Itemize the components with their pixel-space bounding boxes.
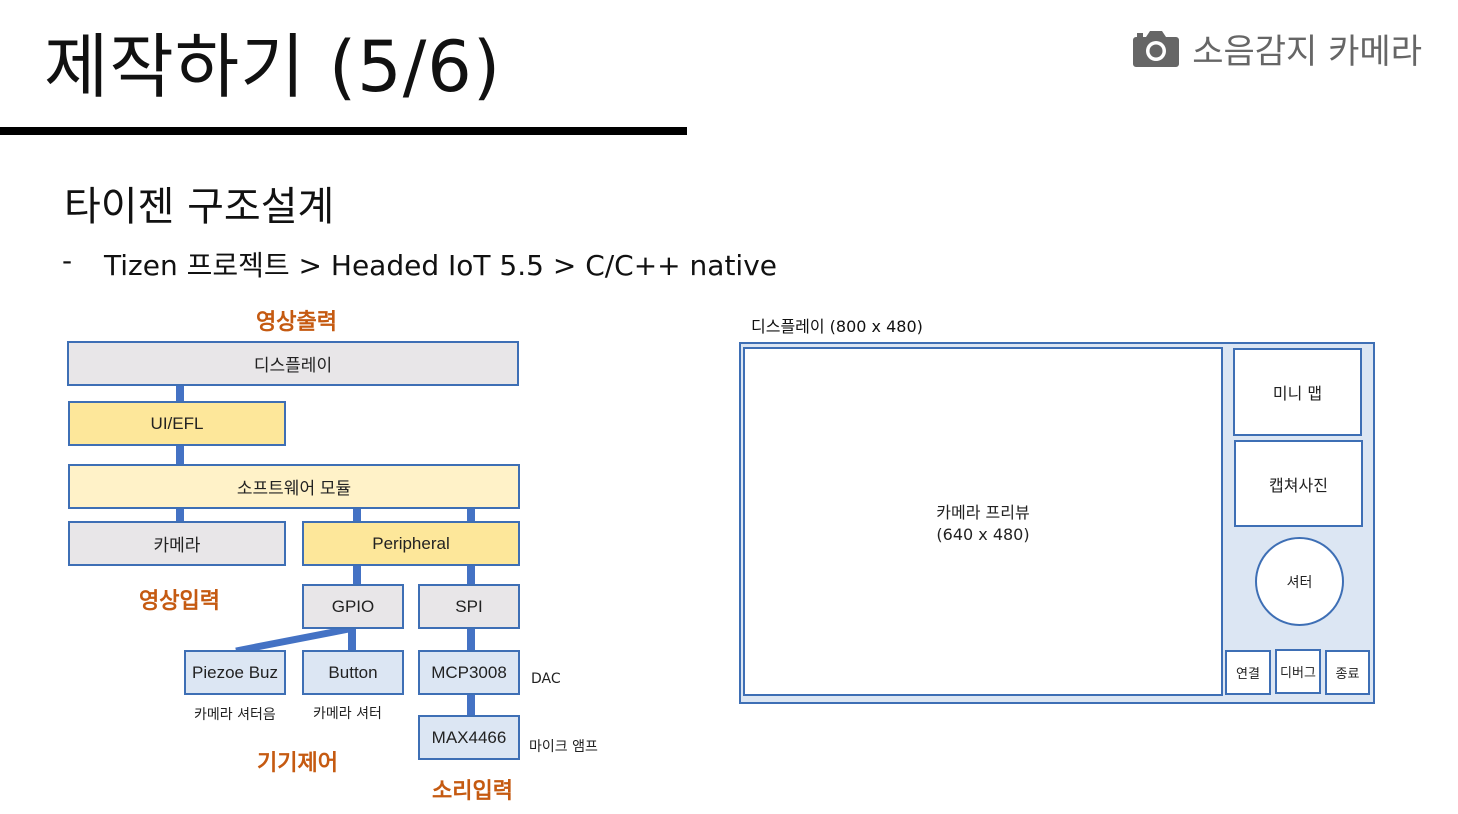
connector-display-ui xyxy=(176,385,184,403)
connector-mcp-max xyxy=(467,693,475,717)
mcp3008-box: MCP3008 xyxy=(418,650,520,695)
connector-software-peripheral-right xyxy=(467,508,475,523)
connect-button[interactable]: 연결 xyxy=(1225,650,1271,695)
preview-label: 카메라 프리뷰 xyxy=(936,503,1030,522)
page-title: 제작하기 (5/6) xyxy=(44,26,502,108)
preview-size: (640 x 480) xyxy=(936,525,1030,544)
max4466-box: MAX4466 xyxy=(418,715,520,760)
brand-label: 소음감지 카메라 xyxy=(1192,31,1422,72)
connector-gpio-button xyxy=(348,628,356,652)
button-caption: 카메라 셔터 xyxy=(313,706,382,722)
piezo-box: Piezoe Buz xyxy=(184,650,286,695)
connector-software-peripheral-left xyxy=(353,508,361,523)
debug-button[interactable]: 디버그 xyxy=(1275,649,1321,694)
connector-peripheral-gpio xyxy=(353,565,361,586)
spi-box: SPI xyxy=(418,584,520,629)
label-device-control: 기기제어 xyxy=(257,751,338,776)
peripheral-box: Peripheral xyxy=(302,521,520,566)
label-sound-in: 소리입력 xyxy=(432,779,513,804)
connector-software-camera xyxy=(176,508,184,523)
brand: 소음감지 카메라 xyxy=(1132,24,1422,72)
display-box: 디스플레이 xyxy=(67,341,519,386)
gpio-box: GPIO xyxy=(302,584,404,629)
connector-ui-software xyxy=(176,445,184,466)
section-title: 타이젠 구조설계 xyxy=(64,184,335,230)
connector-peripheral-spi xyxy=(467,565,475,586)
button-box: Button xyxy=(302,650,404,695)
connector-spi-mcp xyxy=(467,628,475,652)
label-video-out: 영상출력 xyxy=(256,310,337,335)
mic-caption: 마이크 앰프 xyxy=(529,739,598,755)
connector-gpio-piezo xyxy=(235,624,355,655)
ui-efl-box: UI/EFL xyxy=(68,401,286,446)
bullet-dash: - xyxy=(62,244,73,277)
mini-map: 미니 맵 xyxy=(1233,348,1362,436)
display-layout-title: 디스플레이 (800 x 480) xyxy=(751,317,923,336)
camera-preview: 카메라 프리뷰 (640 x 480) xyxy=(743,347,1223,696)
camera-box: 카메라 xyxy=(68,521,286,566)
software-module-box: 소프트웨어 모듈 xyxy=(68,464,520,509)
label-video-in: 영상입력 xyxy=(139,589,220,614)
piezo-caption: 카메라 셔터음 xyxy=(194,707,276,723)
shutter-button[interactable]: 셔터 xyxy=(1255,537,1344,626)
exit-button[interactable]: 종료 xyxy=(1325,650,1370,695)
title-underline xyxy=(0,127,687,135)
camera-icon xyxy=(1132,28,1180,68)
dac-caption: DAC xyxy=(531,671,561,687)
captured-photo: 캡쳐사진 xyxy=(1234,440,1363,527)
bullet-text: Tizen 프로젝트 > Headed IoT 5.5 > C/C++ nati… xyxy=(104,249,778,282)
